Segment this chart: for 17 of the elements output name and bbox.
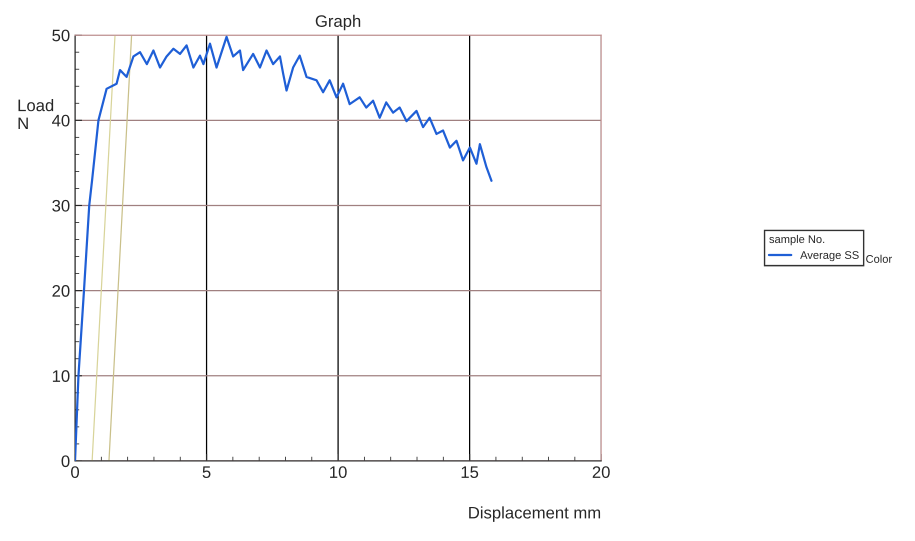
x-tick-label: 5 [202,466,210,478]
x-tick-label: 0 [71,466,80,478]
y-tick-label: 10 [52,370,70,382]
y-tick-label: 50 [52,30,70,42]
chart-title: Graph [316,14,360,30]
legend-label: Average SS [800,251,859,262]
y-tick-label: 30 [52,200,70,212]
y-tick-label: 0 [62,455,70,468]
x-axis-title: Displacement mm [469,506,600,522]
y-axis-title: Load N [18,99,54,130]
x-tick-label: 20 [592,466,610,478]
y-tick-label: 20 [52,285,70,297]
legend-title: sample No. [769,234,824,246]
text: Color [866,254,892,263]
x-tick-label: 10 [330,466,347,478]
y-tick-label: 40 [52,114,70,127]
x-tick-label: 15 [462,466,478,478]
